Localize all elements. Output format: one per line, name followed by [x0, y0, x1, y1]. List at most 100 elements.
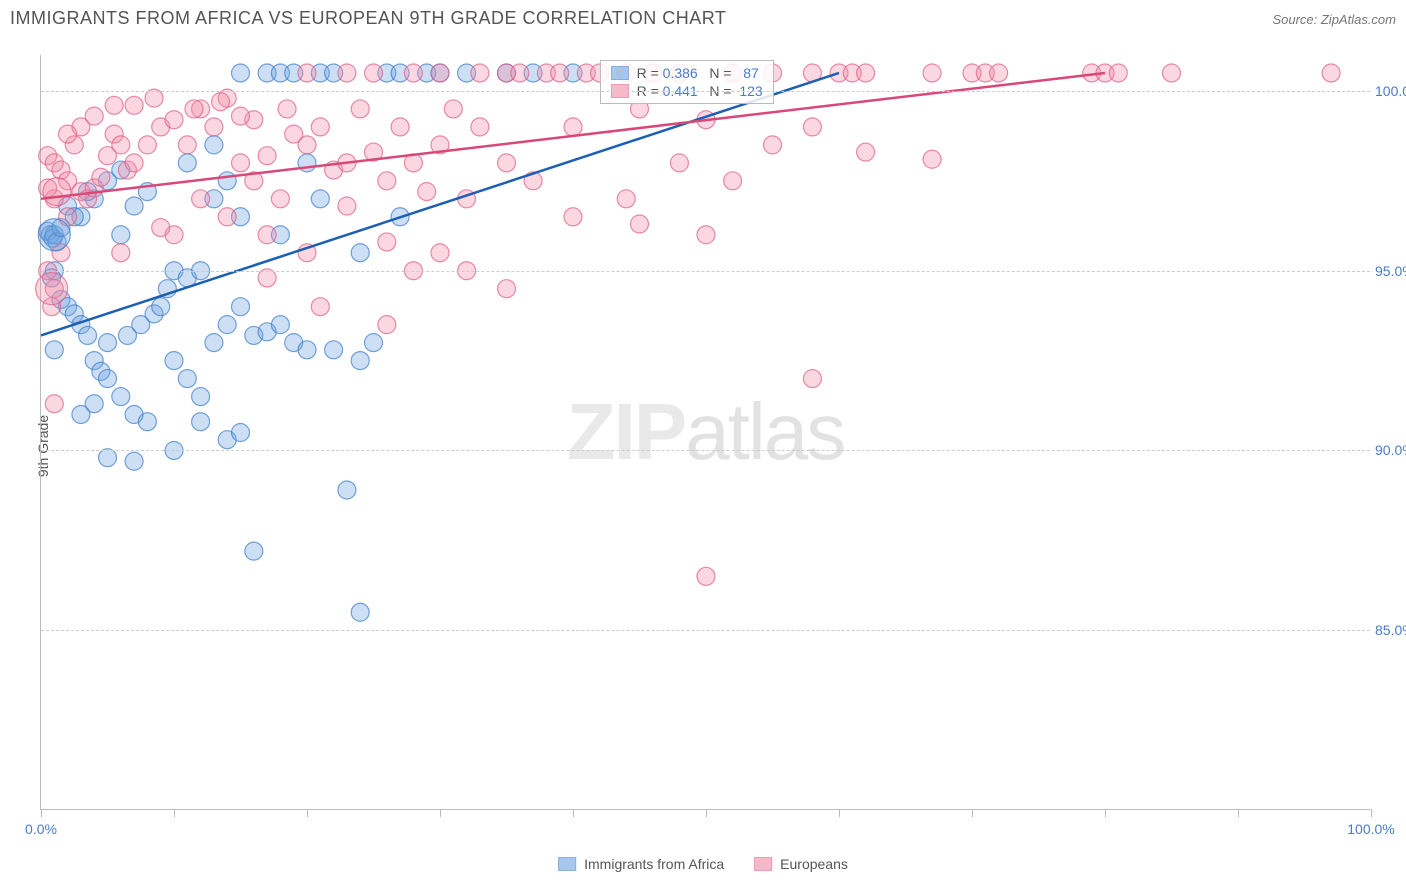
data-point-europeans [764, 136, 782, 154]
x-tick [307, 809, 308, 817]
data-point-europeans [564, 208, 582, 226]
x-tick [706, 809, 707, 817]
data-point-europeans [391, 118, 409, 136]
data-point-europeans [378, 233, 396, 251]
legend-text: R = 0.386 N = 87 [637, 65, 759, 81]
data-point-europeans [338, 197, 356, 215]
data-point-europeans [212, 93, 230, 111]
data-point-europeans [498, 280, 516, 298]
data-point-europeans [232, 107, 250, 125]
bottom-legend-label: Immigrants from Africa [584, 856, 724, 872]
data-point-europeans [1322, 64, 1340, 82]
data-point-europeans [857, 64, 875, 82]
x-tick [573, 809, 574, 817]
correlation-legend: R = 0.386 N = 87R = 0.441 N = 123 [600, 60, 774, 104]
data-point-africa [218, 316, 236, 334]
data-point-europeans [105, 96, 123, 114]
data-point-africa [205, 136, 223, 154]
data-point-europeans [564, 118, 582, 136]
data-point-africa [99, 370, 117, 388]
data-point-europeans [431, 244, 449, 262]
y-tick-label: 100.0% [1375, 83, 1406, 99]
data-point-europeans [617, 190, 635, 208]
data-point-africa [165, 352, 183, 370]
series-legend: Immigrants from Africa Europeans [558, 856, 848, 872]
data-point-europeans [923, 64, 941, 82]
data-point-europeans [112, 136, 130, 154]
data-point-africa [45, 341, 63, 359]
data-point-europeans [404, 64, 422, 82]
trend-line-africa [41, 73, 839, 335]
data-point-africa [178, 370, 196, 388]
data-point-europeans [45, 395, 63, 413]
data-point-europeans [990, 64, 1008, 82]
data-point-europeans [138, 136, 156, 154]
x-tick-label: 100.0% [1347, 821, 1394, 837]
data-point-europeans [697, 567, 715, 585]
data-point-africa [192, 388, 210, 406]
data-point-europeans [365, 64, 383, 82]
data-point-africa [325, 341, 343, 359]
data-point-europeans [511, 64, 529, 82]
plot-area: ZIPatlas R = 0.386 N = 87R = 0.441 N = 1… [40, 55, 1370, 810]
bottom-legend-item-africa: Immigrants from Africa [558, 856, 724, 872]
data-point-africa [79, 326, 97, 344]
data-point-europeans [92, 168, 110, 186]
data-point-europeans [271, 190, 289, 208]
data-point-europeans [471, 64, 489, 82]
data-point-europeans [278, 100, 296, 118]
x-tick [972, 809, 973, 817]
data-point-europeans [125, 154, 143, 172]
data-point-europeans [178, 136, 196, 154]
data-point-europeans [803, 118, 821, 136]
data-point-africa [72, 406, 90, 424]
chart-title: IMMIGRANTS FROM AFRICA VS EUROPEAN 9TH G… [10, 8, 726, 29]
data-point-europeans [192, 190, 210, 208]
data-point-africa [298, 341, 316, 359]
data-point-europeans [338, 64, 356, 82]
legend-row-africa: R = 0.386 N = 87 [611, 65, 763, 81]
x-tick [839, 809, 840, 817]
bottom-legend-item-europeans: Europeans [754, 856, 848, 872]
data-point-africa [351, 603, 369, 621]
chart-header: IMMIGRANTS FROM AFRICA VS EUROPEAN 9TH G… [10, 8, 1396, 29]
data-point-africa [311, 190, 329, 208]
x-tick [440, 809, 441, 817]
data-point-africa [99, 334, 117, 352]
y-tick-label: 95.0% [1375, 263, 1406, 279]
data-point-europeans [85, 107, 103, 125]
data-point-europeans [378, 316, 396, 334]
data-point-europeans [112, 244, 130, 262]
data-point-africa [192, 413, 210, 431]
source-name: ZipAtlas.com [1321, 12, 1396, 27]
data-point-europeans [631, 215, 649, 233]
data-point-europeans [258, 226, 276, 244]
data-point-europeans [431, 64, 449, 82]
data-point-africa [112, 388, 130, 406]
y-tick-label: 90.0% [1375, 442, 1406, 458]
data-point-europeans [165, 111, 183, 129]
data-point-europeans [857, 143, 875, 161]
data-point-africa [271, 316, 289, 334]
y-tick-label: 85.0% [1375, 622, 1406, 638]
data-point-europeans [1163, 64, 1181, 82]
data-point-africa [152, 298, 170, 316]
data-point-large-europeans [43, 178, 71, 206]
data-point-europeans [311, 118, 329, 136]
gridline-h [41, 630, 1370, 631]
data-point-africa [365, 334, 383, 352]
data-point-europeans [444, 100, 462, 118]
x-tick [1371, 809, 1372, 817]
x-tick [41, 809, 42, 817]
data-point-europeans [351, 100, 369, 118]
data-point-africa [338, 481, 356, 499]
data-point-europeans [1109, 64, 1127, 82]
data-point-europeans [697, 226, 715, 244]
x-tick [1238, 809, 1239, 817]
data-point-europeans [59, 125, 77, 143]
data-point-europeans [724, 172, 742, 190]
data-point-europeans [670, 154, 688, 172]
bottom-legend-label: Europeans [780, 856, 848, 872]
x-tick [174, 809, 175, 817]
data-point-europeans [923, 150, 941, 168]
